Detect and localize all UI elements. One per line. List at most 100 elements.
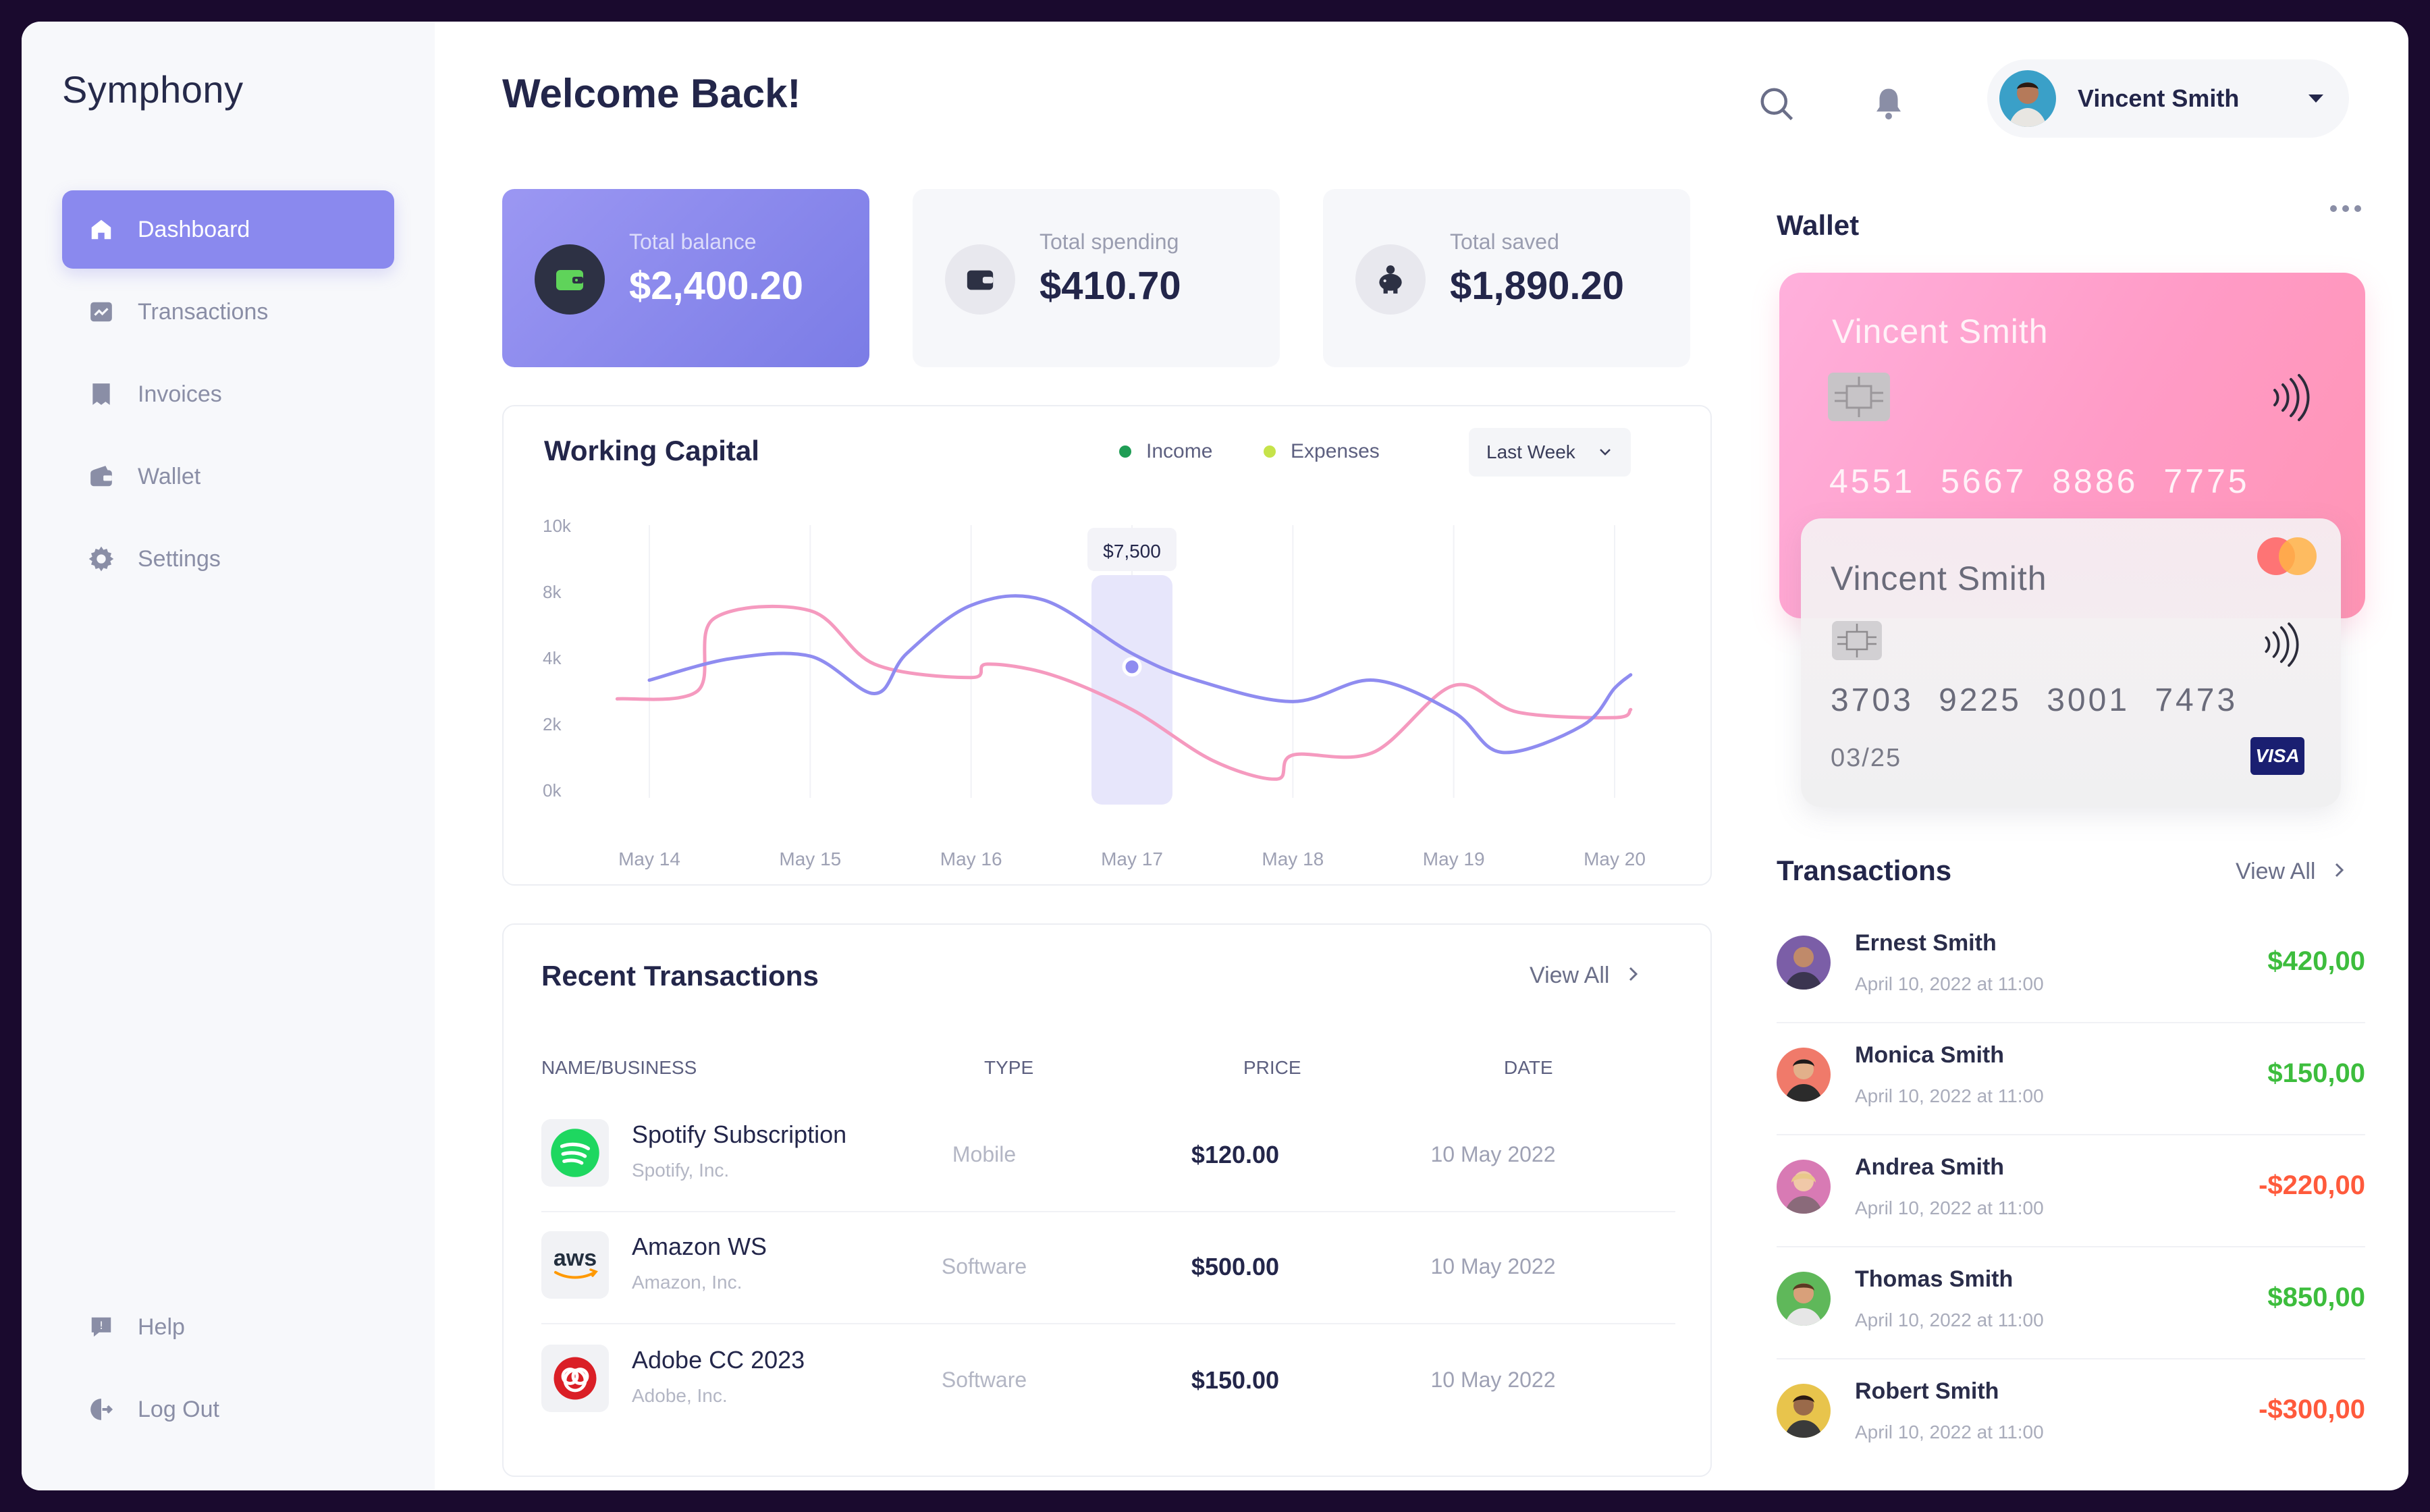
transaction-date: 10 May 2022 [1430, 1368, 1556, 1392]
table-row[interactable]: Spotify Subscription Spotify, Inc. Mobil… [541, 1100, 1675, 1212]
sidebar-item-label: Dashboard [138, 216, 250, 242]
legend-expenses[interactable]: Expenses [1264, 440, 1380, 463]
stat-label: Total saved [1450, 230, 1559, 254]
transaction-name: Spotify Subscription [632, 1120, 847, 1148]
transaction-date: April 10, 2022 at 11:00 [1855, 1422, 2044, 1442]
table-row[interactable]: Adobe CC 2023 Adobe, Inc. Software $150.… [541, 1326, 1675, 1438]
y-tick-label: 4k [543, 648, 562, 668]
x-tick-label: May 17 [1101, 848, 1163, 869]
chevron-right-icon [1627, 963, 1640, 989]
sidebar-item-transactions[interactable]: Transactions [62, 273, 394, 351]
transactions-view-all-link[interactable]: View All [2236, 859, 2346, 885]
legend-income[interactable]: Income [1119, 440, 1212, 463]
chip-icon [1832, 621, 1882, 660]
transaction-price: $120.00 [1191, 1141, 1280, 1168]
sidebar-item-label: Settings [138, 545, 221, 572]
transaction-item[interactable]: Robert Smith April 10, 2022 at 11:00 -$3… [1777, 1359, 2365, 1472]
aws-logo: aws [541, 1231, 609, 1299]
app-window: Symphony Dashboard Transactions Invoices… [22, 22, 2408, 1490]
search-icon[interactable] [1752, 80, 1801, 128]
range-dropdown[interactable]: Last Week [1469, 428, 1631, 477]
transaction-name: Ernest Smith [1855, 930, 1997, 956]
svg-text:aws: aws [554, 1245, 597, 1271]
chevron-down-icon [1597, 443, 1613, 464]
transaction-amount: $420,00 [2267, 946, 2365, 976]
chevron-right-icon [2333, 859, 2346, 885]
legend-label: Income [1146, 440, 1213, 462]
user-menu[interactable]: Vincent Smith [1987, 59, 2349, 138]
home-icon [88, 216, 115, 243]
avatar [1777, 936, 1831, 990]
transaction-price: $500.00 [1191, 1253, 1280, 1280]
column-header-type[interactable]: TYPE [984, 1057, 1034, 1078]
sidebar-item-wallet[interactable]: Wallet [62, 437, 394, 516]
x-tick-label: May 19 [1423, 848, 1485, 869]
more-options-icon[interactable] [2330, 205, 2361, 212]
sidebar-item-label: Wallet [138, 463, 201, 489]
column-header-date[interactable]: DATE [1504, 1057, 1553, 1078]
table-row[interactable]: aws Amazon WS Amazon, Inc. Software $500… [541, 1212, 1675, 1324]
transaction-name: Monica Smith [1855, 1042, 2005, 1068]
x-tick-label: May 20 [1584, 848, 1646, 869]
transaction-company: Adobe, Inc. [632, 1385, 728, 1406]
contactless-icon [2268, 374, 2310, 425]
sidebar: Symphony Dashboard Transactions Invoices… [22, 22, 435, 1490]
transaction-item[interactable]: Andrea Smith April 10, 2022 at 11:00 -$2… [1777, 1135, 2365, 1247]
card-holder: Vincent Smith [1831, 560, 2047, 597]
transactions-title: Transactions [1777, 855, 1952, 886]
contactless-icon [2260, 622, 2299, 670]
y-tick-label: 8k [543, 582, 562, 602]
adobe-logo [541, 1345, 609, 1412]
stat-card-total-balance[interactable]: Total balance $2,400.20 [502, 189, 869, 367]
sidebar-item-label: Log Out [138, 1396, 219, 1422]
sidebar-item-dashboard[interactable]: Dashboard [62, 190, 394, 269]
column-header-price[interactable]: PRICE [1243, 1057, 1301, 1078]
chip-icon [1828, 373, 1890, 421]
stat-value: $1,890.20 [1450, 264, 1625, 308]
sidebar-item-settings[interactable]: Settings [62, 520, 394, 598]
wallet-icon [88, 463, 115, 490]
sidebar-item-help[interactable]: ! Help [62, 1288, 394, 1366]
sidebar-item-invoices[interactable]: Invoices [62, 355, 394, 433]
legend-dot-income [1119, 446, 1131, 458]
credit-card-secondary[interactable]: Vincent Smith 3703 9225 3001 7473 03/25 … [1801, 518, 2341, 807]
user-name: Vincent Smith [2078, 84, 2240, 112]
transaction-type: Software [941, 1254, 1027, 1278]
transaction-name: Amazon WS [632, 1233, 767, 1260]
transaction-date: April 10, 2022 at 11:00 [1855, 1310, 2044, 1330]
sidebar-item-label: Help [138, 1314, 185, 1340]
x-tick-label: May 16 [940, 848, 1002, 869]
view-all-label: View All [2236, 859, 2316, 884]
brand-logo[interactable]: Symphony [62, 68, 244, 111]
card-number: 4551 5667 8886 7775 [1829, 462, 2250, 500]
caret-down-icon [2307, 93, 2325, 107]
mastercard-logo [2246, 532, 2327, 580]
transaction-date: April 10, 2022 at 11:00 [1855, 1197, 2044, 1218]
card-number: 3703 9225 3001 7473 [1831, 682, 2238, 718]
transaction-date: 10 May 2022 [1430, 1254, 1556, 1278]
bell-icon[interactable] [1864, 80, 1913, 128]
transaction-amount: -$220,00 [2259, 1170, 2365, 1200]
working-capital-panel: 10k 8k 4k 2k 0k May 14 May 15 May 16 May 17 May 1… [502, 405, 1712, 886]
transaction-item[interactable]: Ernest Smith April 10, 2022 at 11:00 $42… [1777, 911, 2365, 1023]
x-tick-label: May 15 [779, 848, 841, 869]
chart-title: Working Capital [544, 435, 759, 466]
transaction-type: Mobile [952, 1142, 1017, 1166]
y-tick-label: 10k [543, 516, 572, 536]
piggy-bank-icon [1355, 244, 1426, 315]
logout-icon [88, 1396, 115, 1423]
transaction-name: Robert Smith [1855, 1378, 1999, 1404]
stat-card-total-spending[interactable]: Total spending $410.70 [913, 189, 1280, 367]
transaction-amount: $150,00 [2267, 1058, 2365, 1088]
transaction-item[interactable]: Monica Smith April 10, 2022 at 11:00 $15… [1777, 1023, 2365, 1135]
column-header-name[interactable]: NAME/BUSINESS [541, 1057, 697, 1078]
recent-view-all-link[interactable]: View All [1530, 963, 1640, 989]
sidebar-item-logout[interactable]: Log Out [62, 1370, 394, 1449]
sidebar-item-label: Invoices [138, 381, 222, 407]
transaction-item[interactable]: Thomas Smith April 10, 2022 at 11:00 $85… [1777, 1247, 2365, 1359]
trend-icon [88, 298, 115, 325]
stat-card-total-saved[interactable]: Total saved $1,890.20 [1323, 189, 1690, 367]
transaction-name: Thomas Smith [1855, 1266, 2014, 1292]
card-holder: Vincent Smith [1832, 313, 2049, 350]
sidebar-item-label: Transactions [138, 298, 269, 325]
